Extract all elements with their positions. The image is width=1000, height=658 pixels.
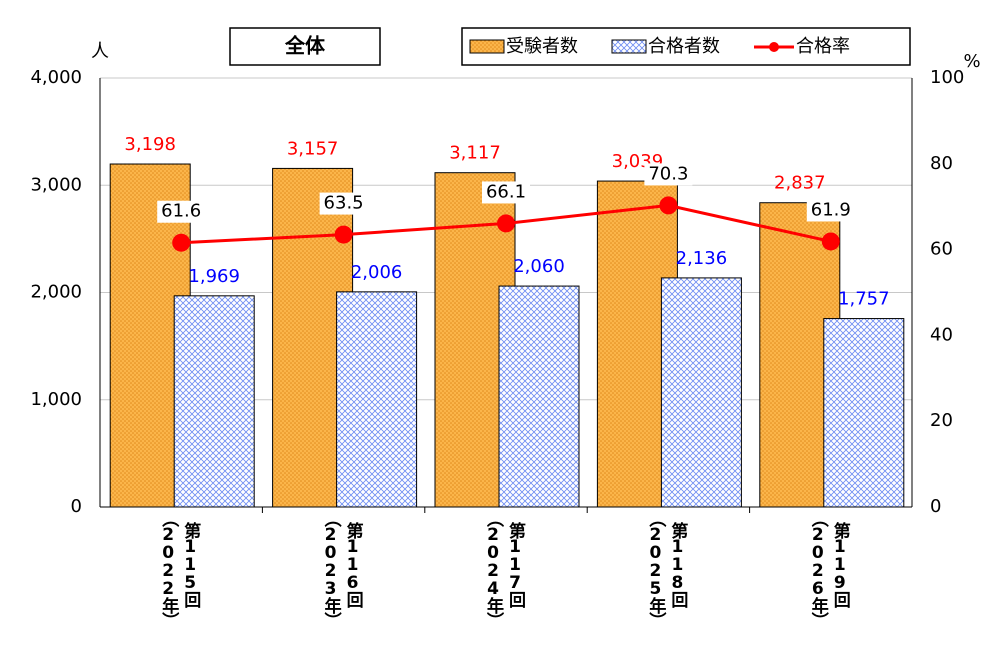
x-tick-label: 第119回 <box>830 521 851 609</box>
y-tick-label: 1,000 <box>30 389 82 410</box>
legend-swatch <box>769 42 779 52</box>
legend-swatch <box>611 39 647 54</box>
marker <box>497 214 515 233</box>
value-label: 66.1 <box>486 181 526 202</box>
label-bg <box>644 163 693 186</box>
value-label: 61.6 <box>161 201 201 222</box>
label-bg <box>806 199 855 222</box>
y-tick-label: 0 <box>71 496 82 517</box>
marker <box>659 196 678 215</box>
bar <box>173 295 255 508</box>
label-bg <box>157 200 206 223</box>
legend-swatch <box>469 39 505 54</box>
legend <box>461 27 911 66</box>
x-tick-label: 第117回 <box>505 521 526 609</box>
y-unit: 人 <box>91 41 109 62</box>
bar <box>336 291 418 508</box>
bar <box>660 277 742 508</box>
label-bg <box>319 192 368 215</box>
y2-tick-label: 100 <box>930 67 964 88</box>
x-tick-label: （2024年） <box>483 510 504 627</box>
y2-unit: % <box>963 51 980 72</box>
y2-tick-label: 60 <box>930 239 953 260</box>
y2-tick-label: 20 <box>930 410 953 431</box>
y2-tick-label: 80 <box>930 153 953 174</box>
y2-tick-label: 40 <box>930 324 953 345</box>
x-tick-label: （2022年） <box>158 510 179 627</box>
x-tick-label: （2026年） <box>808 510 829 627</box>
marker <box>334 225 353 244</box>
x-tick-label: （2023年） <box>321 510 342 627</box>
value-label: 3,117 <box>449 143 501 164</box>
value-label: 3,157 <box>287 138 339 159</box>
bar <box>823 318 905 508</box>
bar <box>498 285 580 508</box>
y-tick-label: 4,000 <box>30 67 82 88</box>
marker <box>821 232 840 251</box>
value-label: 1,757 <box>838 289 890 310</box>
value-label: 1,969 <box>188 266 240 287</box>
value-label: 2,136 <box>676 248 728 269</box>
legend-label: 合格率 <box>796 36 850 57</box>
chart-title: 全体 <box>284 34 326 58</box>
y2-tick-label: 0 <box>930 496 941 517</box>
x-tick-label: （2025年） <box>645 510 666 627</box>
value-label: 70.3 <box>648 163 688 184</box>
value-label: 63.5 <box>324 193 364 214</box>
legend-label: 受験者数 <box>506 36 578 57</box>
value-label: 2,006 <box>351 262 403 283</box>
value-label: 61.9 <box>811 199 851 220</box>
title-box <box>229 27 381 66</box>
y-tick-label: 2,000 <box>30 282 82 303</box>
x-tick-label: 第118回 <box>667 521 688 609</box>
value-label: 3,198 <box>124 134 176 155</box>
label-bg <box>482 181 530 204</box>
value-label: 2,837 <box>774 173 826 194</box>
value-label: 2,060 <box>513 256 565 277</box>
y-tick-label: 3,000 <box>30 174 82 195</box>
x-tick-label: 第115回 <box>180 521 201 609</box>
x-tick-label: 第116回 <box>343 521 364 609</box>
legend-label: 合格者数 <box>648 36 720 57</box>
marker <box>172 233 191 252</box>
